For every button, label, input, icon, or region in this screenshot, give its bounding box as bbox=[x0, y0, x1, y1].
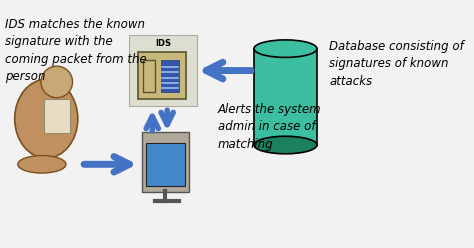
Ellipse shape bbox=[18, 155, 66, 173]
Ellipse shape bbox=[254, 136, 317, 154]
FancyBboxPatch shape bbox=[146, 143, 185, 186]
FancyBboxPatch shape bbox=[138, 52, 185, 99]
Ellipse shape bbox=[15, 79, 78, 158]
Ellipse shape bbox=[254, 40, 317, 58]
Text: IDS matches the known
signature with the
coming packet from the
person: IDS matches the known signature with the… bbox=[5, 18, 147, 84]
FancyBboxPatch shape bbox=[161, 60, 179, 92]
Bar bbox=[254, 49, 317, 145]
FancyBboxPatch shape bbox=[142, 132, 189, 192]
Text: IDS: IDS bbox=[155, 39, 171, 48]
Text: Alerts the system
admin in case of
matching: Alerts the system admin in case of match… bbox=[218, 103, 321, 151]
FancyBboxPatch shape bbox=[44, 99, 70, 133]
Text: Database consisting of
signatures of known
attacks: Database consisting of signatures of kno… bbox=[329, 40, 464, 88]
FancyBboxPatch shape bbox=[129, 35, 197, 106]
FancyBboxPatch shape bbox=[143, 60, 155, 92]
Circle shape bbox=[41, 66, 73, 98]
